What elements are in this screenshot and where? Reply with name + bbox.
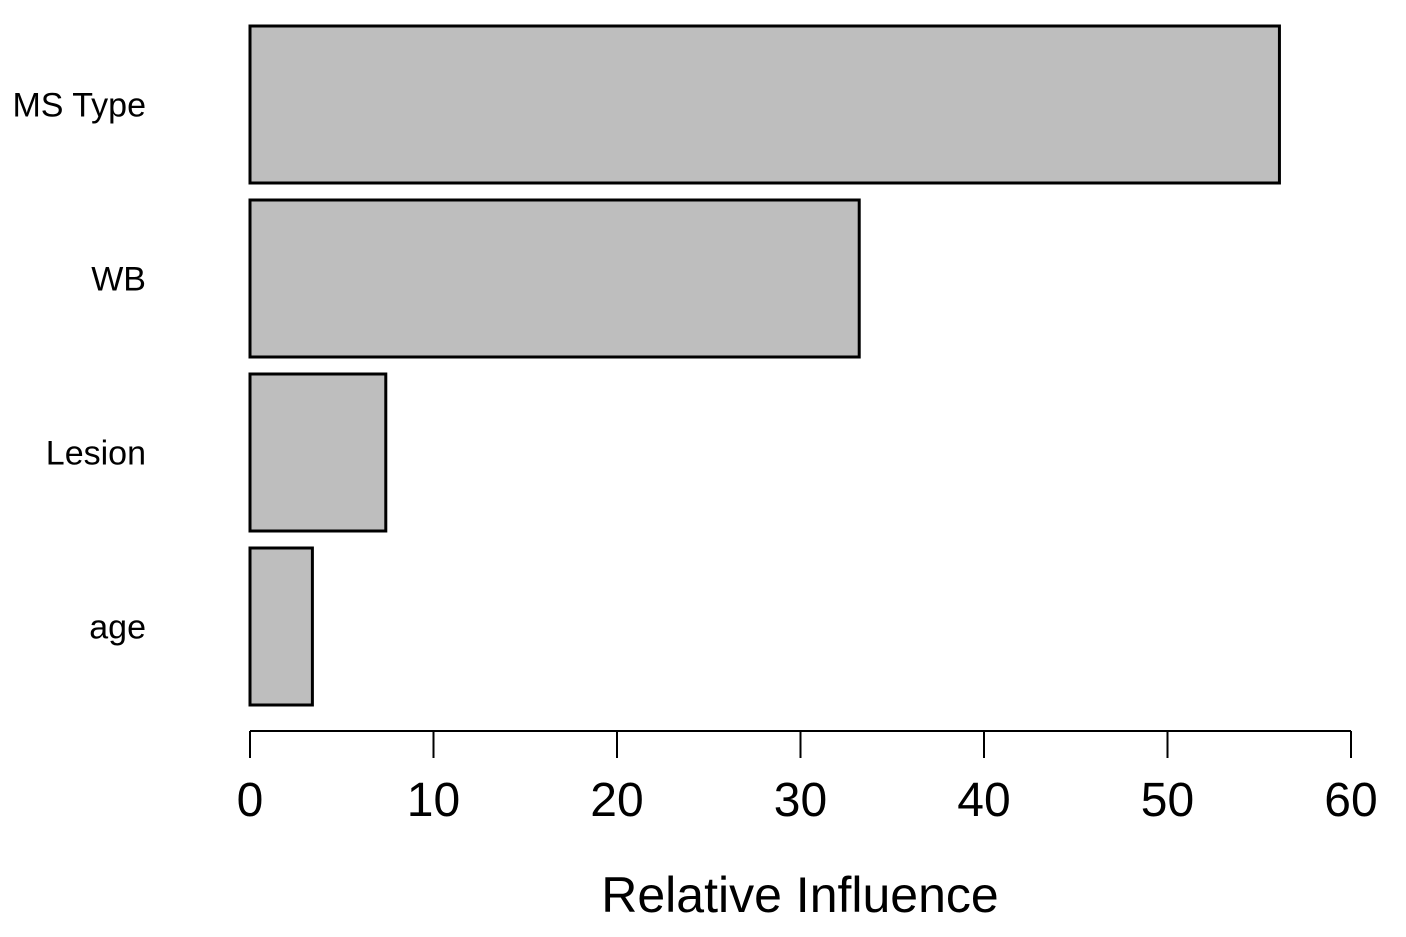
- bar-age: [248, 546, 314, 707]
- category-label-lesion: Lesion: [46, 435, 146, 473]
- bar-wb: [248, 198, 861, 359]
- x-tick-label-50: 50: [1141, 774, 1194, 827]
- category-label-ms-type: MS Type: [12, 87, 146, 125]
- x-tick-label-60: 60: [1324, 774, 1377, 827]
- x-tick-label-20: 20: [590, 774, 643, 827]
- x-tick-label-30: 30: [774, 774, 827, 827]
- category-label-age: age: [89, 609, 146, 647]
- bar-lesion: [248, 372, 388, 533]
- x-tick-label-10: 10: [407, 774, 460, 827]
- x-tick-label-0: 0: [237, 774, 264, 827]
- x-tick-label-40: 40: [957, 774, 1010, 827]
- bars-layer: [248, 24, 1281, 707]
- bar-ms-type: [248, 24, 1281, 185]
- x-axis: 0 10 20 30 40 50 60: [237, 730, 1378, 827]
- category-labels: MS Type WB Lesion age: [12, 87, 146, 647]
- x-axis-title: Relative Influence: [601, 867, 998, 923]
- category-label-wb: WB: [91, 261, 146, 299]
